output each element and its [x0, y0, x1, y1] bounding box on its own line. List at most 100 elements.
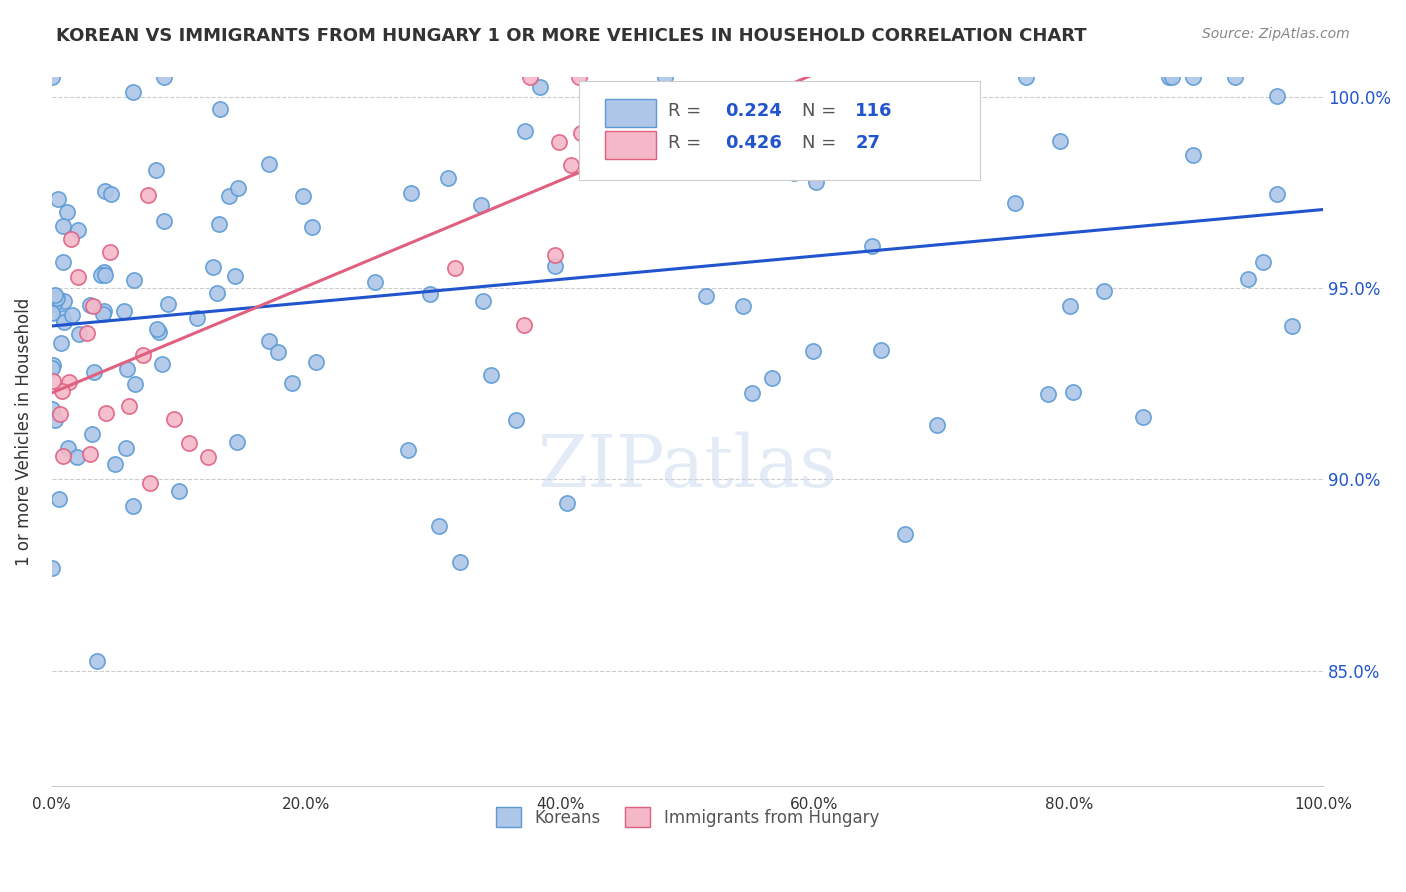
- Text: 116: 116: [855, 103, 893, 120]
- Point: [132, 348, 155, 362]
- Point: [60, 308, 83, 322]
- Point: [44, 297, 66, 311]
- Point: [49, 407, 72, 421]
- Text: 0.224: 0.224: [725, 103, 783, 120]
- Point: [1160, 70, 1182, 85]
- Point: [228, 181, 250, 195]
- Point: [419, 286, 441, 301]
- Point: [894, 527, 917, 541]
- Point: [93, 265, 115, 279]
- Point: [122, 85, 145, 99]
- Point: [44, 288, 66, 302]
- Point: [83, 366, 105, 380]
- Point: [449, 555, 471, 569]
- Point: [208, 217, 231, 231]
- Point: [115, 442, 138, 456]
- Point: [281, 376, 304, 390]
- Point: [41, 360, 63, 375]
- Point: [741, 386, 763, 401]
- Point: [112, 304, 135, 318]
- Point: [48, 192, 70, 206]
- Point: [519, 70, 541, 85]
- Point: [79, 447, 101, 461]
- Point: [505, 412, 527, 426]
- Point: [53, 315, 76, 329]
- Point: [470, 198, 492, 212]
- Point: [122, 273, 145, 287]
- Point: [76, 326, 98, 341]
- Point: [41, 560, 63, 574]
- Point: [93, 304, 115, 318]
- Point: [46, 291, 69, 305]
- Point: [42, 375, 65, 389]
- Point: [59, 232, 82, 246]
- Text: N =: N =: [801, 135, 842, 153]
- Point: [804, 175, 827, 189]
- Point: [471, 293, 494, 308]
- Point: [695, 289, 717, 303]
- Point: [544, 248, 567, 262]
- Point: [197, 450, 219, 464]
- Point: [1265, 89, 1288, 103]
- Point: [52, 311, 75, 326]
- Point: [1181, 70, 1204, 85]
- Point: [860, 239, 883, 253]
- FancyBboxPatch shape: [605, 99, 655, 127]
- Point: [548, 136, 571, 150]
- Point: [146, 322, 169, 336]
- Point: [51, 384, 73, 398]
- Point: [66, 450, 89, 465]
- Point: [201, 260, 224, 275]
- Point: [44, 412, 66, 426]
- Point: [41, 401, 63, 416]
- Point: [1092, 284, 1115, 298]
- Point: [1182, 147, 1205, 161]
- Point: [179, 436, 201, 450]
- Point: [292, 189, 315, 203]
- Point: [124, 377, 146, 392]
- Point: [569, 126, 592, 140]
- Point: [401, 186, 423, 200]
- Point: [121, 499, 143, 513]
- Point: [257, 157, 280, 171]
- Point: [139, 475, 162, 490]
- Point: [801, 344, 824, 359]
- Point: [920, 126, 942, 140]
- Point: [544, 259, 567, 273]
- Point: [363, 275, 385, 289]
- Point: [118, 399, 141, 413]
- Point: [152, 70, 174, 85]
- Point: [42, 358, 65, 372]
- Point: [1038, 387, 1060, 401]
- Point: [82, 426, 104, 441]
- Text: N =: N =: [801, 103, 842, 120]
- Point: [436, 171, 458, 186]
- Point: [56, 205, 79, 219]
- Point: [305, 355, 328, 369]
- Text: KOREAN VS IMMIGRANTS FROM HUNGARY 1 OR MORE VEHICLES IN HOUSEHOLD CORRELATION CH: KOREAN VS IMMIGRANTS FROM HUNGARY 1 OR M…: [56, 27, 1087, 45]
- Text: R =: R =: [668, 103, 707, 120]
- Point: [104, 457, 127, 471]
- Point: [94, 407, 117, 421]
- Point: [731, 299, 754, 313]
- Point: [86, 654, 108, 668]
- Text: ZIPatlas: ZIPatlas: [537, 432, 837, 502]
- Point: [58, 375, 80, 389]
- Text: R =: R =: [668, 135, 707, 153]
- Point: [1015, 70, 1038, 85]
- Point: [257, 334, 280, 349]
- Point: [560, 158, 582, 172]
- Point: [153, 213, 176, 227]
- Point: [396, 443, 419, 458]
- Point: [870, 343, 893, 358]
- Point: [67, 326, 90, 341]
- Point: [150, 357, 173, 371]
- Point: [94, 268, 117, 282]
- Point: [41, 70, 63, 85]
- Point: [91, 307, 114, 321]
- Point: [1157, 70, 1180, 85]
- Point: [761, 371, 783, 385]
- Point: [529, 80, 551, 95]
- Point: [157, 296, 180, 310]
- Point: [1236, 271, 1258, 285]
